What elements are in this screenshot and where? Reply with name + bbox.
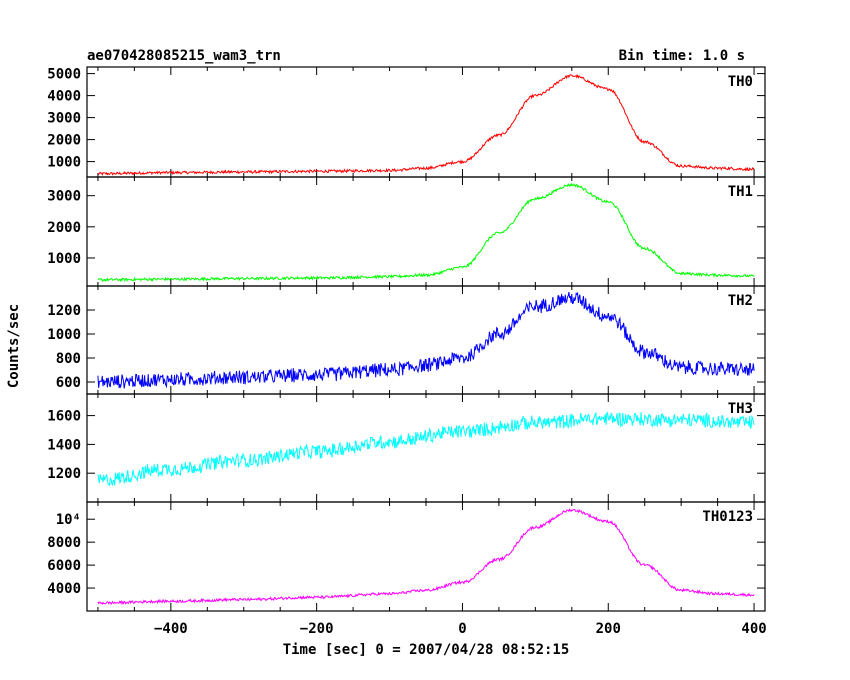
y-tick-label: 1600: [47, 409, 81, 425]
y-tick-label: 3000: [47, 111, 81, 127]
y-tick-label: 600: [56, 375, 81, 391]
y-tick-label: 8000: [47, 535, 81, 551]
x-tick-label: −400: [154, 621, 188, 637]
y-tick-label: 4000: [47, 581, 81, 597]
series-label-TH0123: TH0123: [702, 509, 753, 525]
series-label-TH2: TH2: [728, 293, 753, 309]
y-tick-label: 1200: [47, 303, 81, 319]
y-tick-label: 10⁴: [56, 512, 81, 528]
series-label-TH3: TH3: [728, 401, 753, 417]
y-tick-label: 4000: [47, 89, 81, 105]
y-tick-label: 1000: [47, 251, 81, 267]
y-tick-label: 1200: [47, 466, 81, 482]
series-label-TH1: TH1: [728, 184, 753, 200]
x-axis-label: Time [sec] 0 = 2007/04/28 08:52:15: [283, 642, 570, 658]
series-line-TH2: [97, 291, 755, 389]
chart-title: ae070428085215_wam3_trn: [87, 48, 281, 64]
series-line-TH0123: [97, 508, 755, 606]
series-line-TH1: [97, 182, 755, 283]
panel-frame-TH2: [86, 285, 766, 395]
x-tick-label: 0: [458, 621, 466, 637]
y-tick-label: 2000: [47, 133, 81, 149]
y-tick-label: 3000: [47, 189, 81, 205]
y-tick-label: 5000: [47, 67, 81, 83]
y-tick-label: 800: [56, 351, 81, 367]
x-tick-label: 400: [741, 621, 766, 637]
y-tick-label: 1000: [47, 327, 81, 343]
y-tick-label: 1000: [47, 155, 81, 171]
series-line-TH0: [97, 74, 755, 176]
panel-frame-TH0123: [86, 501, 766, 612]
bin-time-label: Bin time: 1.0 s: [619, 48, 745, 64]
y-tick-label: 2000: [47, 220, 81, 236]
y-axis-label: Counts/sec: [6, 304, 22, 388]
panel-frame-TH0: [86, 66, 766, 178]
series-line-TH3: [97, 411, 755, 487]
x-tick-label: 200: [596, 621, 621, 637]
panel-frame-TH1: [86, 176, 766, 287]
series-label-TH0: TH0: [728, 74, 753, 90]
y-tick-label: 6000: [47, 558, 81, 574]
panel-frame-TH3: [86, 393, 766, 503]
y-tick-label: 1400: [47, 437, 81, 453]
x-tick-label: −200: [300, 621, 334, 637]
